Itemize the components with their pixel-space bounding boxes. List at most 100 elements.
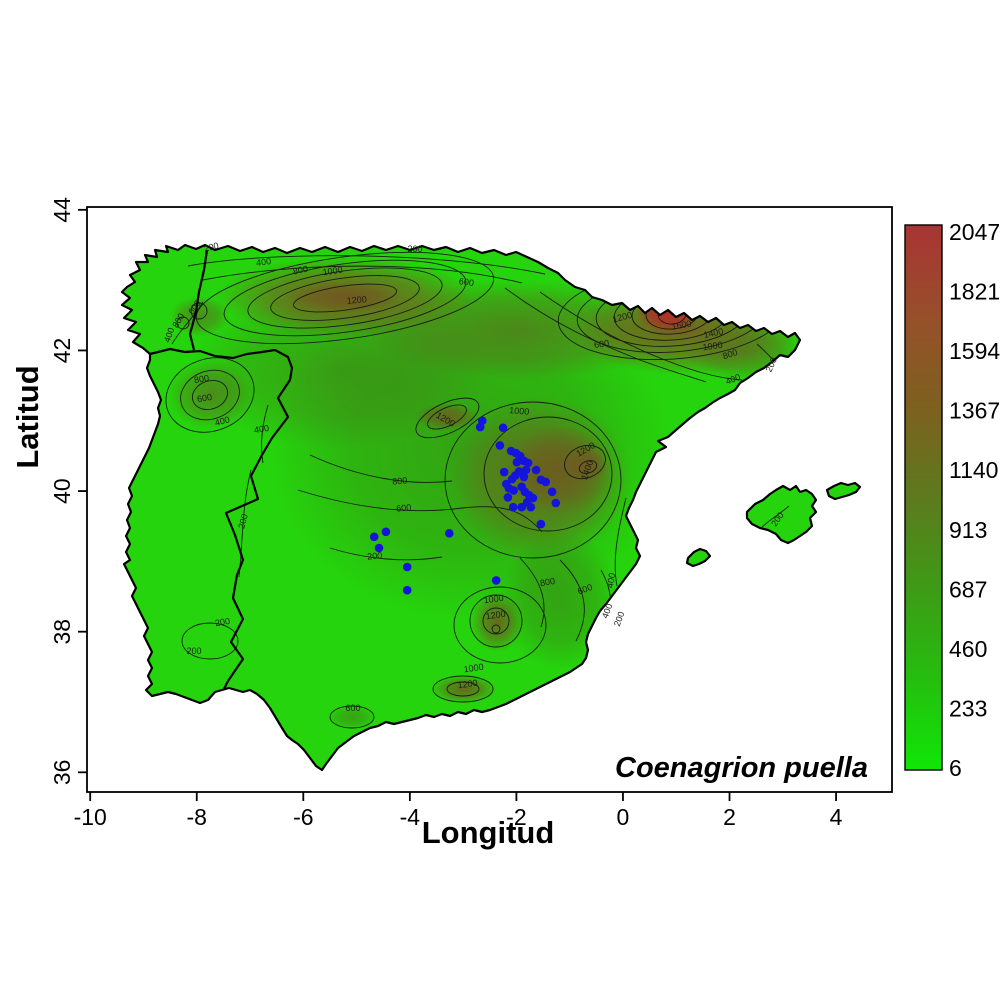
occurrence-point [521, 465, 531, 475]
y-tick-label: 38 [49, 619, 75, 645]
colorbar-tick-label: 233 [949, 695, 987, 721]
contour-label: 400 [600, 602, 615, 620]
occurrence-point [526, 502, 536, 512]
occurrence-point [374, 543, 384, 553]
x-tick-label: -2 [506, 804, 526, 830]
contour-label: 1000 [463, 662, 484, 675]
contour-label: 200 [214, 616, 231, 628]
occurrence-point [498, 423, 508, 433]
occurrence-point [509, 486, 518, 495]
colorbar-tick-label: 687 [949, 576, 987, 602]
contour-label: 800 [721, 347, 738, 361]
x-tick-label: 4 [830, 804, 843, 830]
y-tick-label: 40 [49, 478, 75, 504]
contour-label: 1000 [509, 405, 530, 417]
occurrence-point [523, 458, 533, 468]
colorbar-labels: 2047 1821 1594 1367 1140 913 687 460 233 6 [949, 219, 1000, 781]
colorbar-tick-label: 913 [949, 517, 987, 543]
occurrence-point [541, 477, 550, 487]
occurrence-point [499, 467, 509, 477]
colorbar-tick-label: 460 [949, 636, 987, 662]
contour-label: 800 [392, 475, 408, 486]
contour-label: 1000 [702, 340, 723, 353]
x-tick-label: 2 [723, 804, 736, 830]
y-axis-title: Latitud [10, 365, 45, 468]
x-tick-label: 0 [617, 804, 630, 830]
contour-label: 400 [253, 423, 270, 435]
occurrence-point [519, 472, 529, 482]
contour-label: 1600 [671, 318, 692, 331]
contour-label: 400 [724, 372, 742, 387]
occurrence-point [528, 493, 538, 503]
contour-label: 1000 [483, 593, 504, 606]
occurrence-points [369, 416, 561, 595]
y-tick-label: 42 [49, 338, 75, 364]
iberia-coastline [120, 243, 802, 772]
colorbar-tick-label: 1594 [949, 338, 1000, 364]
x-tick-label: -4 [400, 804, 421, 830]
x-axis-title: Longitud [422, 815, 555, 850]
colorbar-tick-label: 1140 [949, 457, 998, 483]
contour-lines [165, 251, 790, 729]
contour-label: 1200 [346, 294, 367, 306]
ibiza-island [685, 547, 712, 568]
occurrence-point [445, 529, 454, 538]
contour-label: 600 [396, 502, 412, 513]
contour-label: 800 [193, 373, 210, 385]
contour-label: 400 [162, 326, 177, 344]
contour-label: 600 [196, 392, 213, 404]
occurrence-point [517, 502, 526, 512]
occurrence-point [511, 471, 520, 480]
galicia-border-line [188, 249, 209, 351]
occurrence-point [475, 422, 485, 432]
contour-label: 600 [576, 582, 594, 597]
occurrence-point [547, 487, 557, 497]
contour-label: 1200 [457, 678, 478, 691]
colorbar-tick-label: 6 [949, 755, 962, 781]
contour-label: 400 [255, 256, 271, 268]
contour-label: 800 [539, 576, 556, 588]
y-axis-ticks: 36 38 40 42 44 [49, 197, 87, 785]
x-tick-label: -8 [187, 804, 207, 830]
x-axis-ticks: -10 -8 -6 -4 -2 0 2 4 [74, 792, 843, 830]
occurrence-point [402, 562, 412, 572]
y-tick-label: 44 [49, 197, 75, 223]
occurrence-point [381, 527, 391, 537]
species-label: Coenagrion puella [615, 752, 868, 784]
contour-label: 400 [605, 572, 617, 589]
x-tick-label: -6 [293, 804, 313, 830]
occurrence-point [369, 532, 379, 542]
contour-label: 800 [292, 264, 309, 277]
contour-label: 200 [407, 244, 422, 254]
colorbar-tick-label: 1367 [949, 398, 1000, 424]
contour-label: 200 [203, 240, 220, 254]
contour-label: 1200 [485, 609, 506, 622]
contour-label: 600 [593, 338, 609, 350]
contour-label: 1400 [703, 326, 725, 340]
contour-label: 1000 [322, 265, 343, 278]
occurrence-point [531, 465, 541, 475]
contour-label: 400 [214, 414, 231, 428]
x-tick-label: -10 [74, 804, 107, 830]
occurrence-point [512, 457, 522, 467]
contour-label: 200 [236, 513, 250, 530]
colorbar-gradient [904, 224, 943, 771]
occurrence-point [536, 519, 546, 529]
contour-label: 200 [612, 610, 627, 628]
menorca-island [825, 481, 862, 501]
occurrence-point [508, 502, 518, 512]
occurrence-point [495, 441, 505, 450]
elevation-colorbar: 2047 1821 1594 1367 1140 913 687 460 233 6 [904, 219, 1000, 781]
occurrence-point [402, 585, 412, 595]
portugal-border-line [149, 347, 294, 690]
contour-label: 200 [186, 646, 201, 656]
occurrence-point [551, 498, 561, 508]
colorbar-tick-label: 2047 [949, 219, 1000, 245]
occurrence-point [491, 576, 501, 585]
colorbar-tick-label: 1821 [949, 279, 1000, 305]
y-tick-label: 36 [49, 760, 75, 786]
contour-label: 600 [458, 276, 474, 288]
